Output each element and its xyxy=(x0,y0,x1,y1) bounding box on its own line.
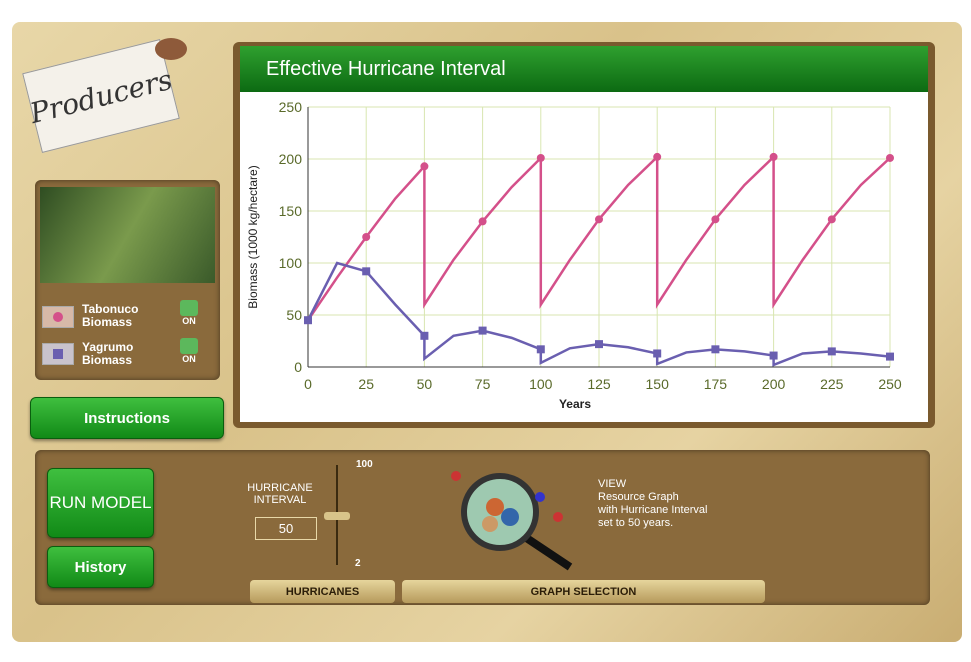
x-tick-label: 50 xyxy=(417,376,433,392)
point xyxy=(362,233,370,241)
point xyxy=(537,345,545,353)
x-tick-label: 0 xyxy=(304,376,312,392)
point xyxy=(537,154,545,162)
point xyxy=(595,340,603,348)
slider-max: 100 xyxy=(356,459,373,470)
y-tick-label: 250 xyxy=(279,99,303,115)
x-tick-label: 250 xyxy=(878,376,902,392)
point xyxy=(304,316,312,324)
view-line: Resource Graph xyxy=(598,491,707,504)
y-tick-label: 50 xyxy=(286,307,302,323)
point xyxy=(770,153,778,161)
app: Producers Tabonuco Biomass Yagrumo Bioma… xyxy=(0,0,971,662)
x-tick-label: 225 xyxy=(820,376,844,392)
x-tick-label: 25 xyxy=(358,376,374,392)
y-axis-label: Biomass (1000 kg/hectare) xyxy=(246,165,260,308)
y-tick-label: 200 xyxy=(279,151,303,167)
point xyxy=(362,267,370,275)
point xyxy=(420,162,428,170)
slider-min: 2 xyxy=(355,558,361,569)
view-line: set to 50 years. xyxy=(598,517,707,530)
view-line: with Hurricane Interval xyxy=(598,504,707,517)
slider-thumb[interactable] xyxy=(324,512,350,520)
x-tick-label: 175 xyxy=(704,376,728,392)
slider-value: 50 xyxy=(255,517,317,540)
x-tick-label: 200 xyxy=(762,376,786,392)
point xyxy=(828,347,836,355)
point xyxy=(828,215,836,223)
tab[interactable]: HURRICANES xyxy=(250,580,395,603)
view-line: VIEW xyxy=(598,478,707,491)
point xyxy=(653,349,661,357)
run-model-button[interactable]: RUN MODEL xyxy=(47,468,154,538)
magnifier-icon xyxy=(440,462,580,572)
point xyxy=(770,352,778,360)
point xyxy=(886,154,894,162)
y-tick-label: 150 xyxy=(279,203,303,219)
point xyxy=(479,327,487,335)
point xyxy=(653,153,661,161)
history-button[interactable]: History xyxy=(47,546,154,588)
point xyxy=(711,345,719,353)
slider-label: HURRICANE INTERVAL xyxy=(240,482,320,506)
x-tick-label: 75 xyxy=(475,376,491,392)
tab[interactable]: GRAPH SELECTION xyxy=(402,580,765,603)
x-tick-label: 100 xyxy=(529,376,553,392)
x-axis-label: Years xyxy=(559,397,591,411)
point xyxy=(886,353,894,361)
point xyxy=(479,217,487,225)
point xyxy=(711,215,719,223)
point xyxy=(420,332,428,340)
y-tick-label: 0 xyxy=(294,359,302,375)
y-tick-label: 100 xyxy=(279,255,303,271)
x-tick-label: 150 xyxy=(646,376,670,392)
x-tick-label: 125 xyxy=(587,376,611,392)
point xyxy=(595,215,603,223)
